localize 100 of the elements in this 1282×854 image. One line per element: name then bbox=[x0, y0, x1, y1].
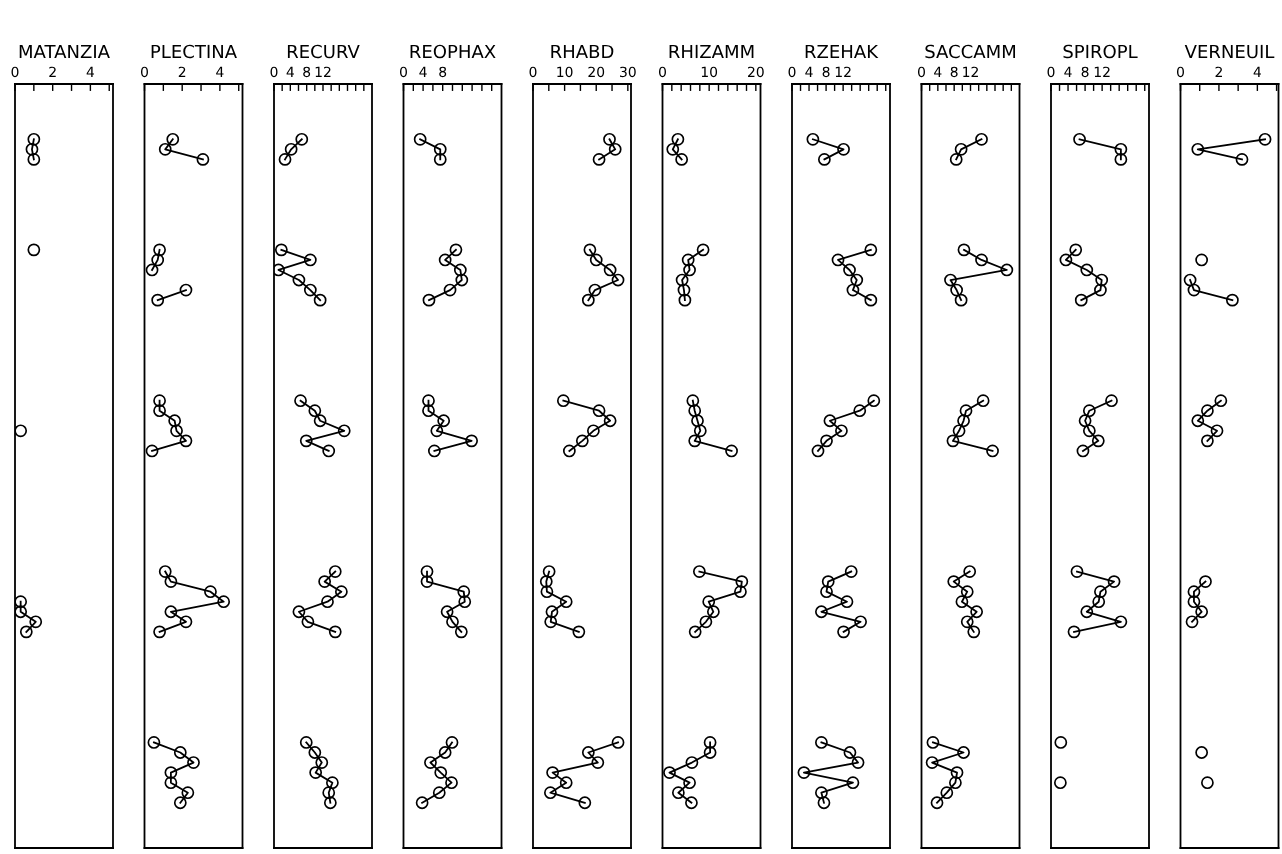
x-tick-label: 4 bbox=[1064, 66, 1072, 77]
point bbox=[957, 746, 970, 759]
point bbox=[1187, 283, 1201, 297]
point bbox=[1187, 585, 1201, 599]
point bbox=[706, 605, 720, 619]
point bbox=[589, 253, 603, 267]
point bbox=[1059, 253, 1073, 267]
point bbox=[1191, 142, 1205, 156]
x-tick-label: 0 bbox=[400, 66, 407, 78]
point bbox=[806, 132, 820, 146]
point bbox=[1235, 153, 1249, 166]
point bbox=[179, 434, 193, 448]
point bbox=[1225, 293, 1239, 307]
x-tick-label: 2 bbox=[178, 66, 186, 77]
point bbox=[603, 132, 616, 146]
point bbox=[164, 766, 178, 779]
point bbox=[179, 283, 193, 297]
point bbox=[692, 565, 706, 578]
point bbox=[1214, 394, 1228, 408]
x-tick-label: 12 bbox=[315, 66, 331, 77]
x-tick-label: 0 bbox=[11, 66, 19, 78]
point bbox=[685, 756, 699, 769]
point bbox=[153, 394, 166, 408]
point bbox=[545, 605, 559, 619]
point bbox=[699, 615, 713, 629]
point bbox=[559, 776, 573, 790]
x-tick-label: 4 bbox=[419, 66, 427, 77]
point bbox=[703, 736, 717, 749]
point bbox=[957, 243, 971, 257]
chart-title: MATANZIA bbox=[19, 44, 110, 59]
point bbox=[815, 736, 828, 749]
point bbox=[663, 766, 676, 779]
point bbox=[328, 565, 342, 578]
point bbox=[542, 565, 556, 578]
x-tick-label: 4 bbox=[286, 66, 294, 77]
point bbox=[1195, 605, 1209, 619]
point bbox=[955, 595, 969, 609]
point bbox=[544, 615, 558, 629]
point bbox=[164, 575, 178, 588]
point bbox=[422, 394, 435, 408]
point bbox=[1258, 132, 1272, 146]
point bbox=[1183, 273, 1197, 287]
x-tick-label: 12 bbox=[835, 66, 851, 77]
point bbox=[166, 132, 180, 146]
point bbox=[1187, 595, 1201, 609]
point bbox=[960, 585, 974, 599]
point bbox=[591, 756, 605, 769]
point bbox=[1074, 293, 1088, 307]
point bbox=[292, 605, 306, 619]
point bbox=[815, 605, 828, 619]
point bbox=[446, 615, 459, 629]
point bbox=[318, 575, 332, 588]
point bbox=[831, 253, 845, 267]
point bbox=[457, 585, 471, 599]
point bbox=[455, 273, 469, 287]
point bbox=[734, 585, 747, 599]
point bbox=[815, 786, 828, 800]
x-tick-label: 30 bbox=[620, 66, 636, 78]
point bbox=[603, 414, 617, 428]
point bbox=[546, 766, 559, 779]
point bbox=[930, 796, 944, 810]
x-tick-label: 0 bbox=[659, 66, 666, 78]
x-tick-label: 4 bbox=[1253, 66, 1261, 77]
point bbox=[1195, 253, 1209, 267]
point bbox=[147, 736, 161, 749]
point bbox=[946, 434, 960, 448]
chart-title: SPIROPL bbox=[1063, 44, 1138, 59]
point bbox=[217, 595, 231, 609]
point bbox=[925, 756, 939, 769]
point bbox=[725, 444, 738, 458]
point bbox=[274, 243, 288, 257]
point bbox=[164, 605, 178, 619]
point bbox=[578, 796, 592, 810]
point bbox=[433, 153, 447, 166]
point bbox=[949, 153, 963, 166]
point bbox=[837, 142, 850, 156]
point bbox=[440, 605, 454, 619]
point bbox=[1094, 585, 1107, 599]
point bbox=[693, 424, 707, 438]
point bbox=[850, 273, 864, 287]
point bbox=[322, 444, 336, 458]
point bbox=[572, 625, 586, 639]
x-tick-label: 20 bbox=[748, 66, 764, 78]
point bbox=[1078, 414, 1092, 428]
point bbox=[1094, 283, 1107, 297]
chart-title: SACCAMM bbox=[925, 44, 1016, 59]
point bbox=[1199, 575, 1212, 588]
point bbox=[432, 786, 446, 800]
x-tick-label: 2 bbox=[49, 66, 56, 77]
point bbox=[970, 605, 984, 619]
point bbox=[811, 444, 825, 458]
point bbox=[1191, 414, 1205, 428]
point bbox=[15, 424, 28, 438]
point bbox=[843, 746, 857, 759]
point bbox=[1054, 736, 1068, 749]
chart-title: RZEHAK bbox=[805, 44, 879, 59]
point bbox=[151, 293, 165, 307]
point bbox=[688, 434, 702, 448]
point bbox=[592, 404, 606, 418]
chart-title: RECURV bbox=[287, 44, 360, 59]
